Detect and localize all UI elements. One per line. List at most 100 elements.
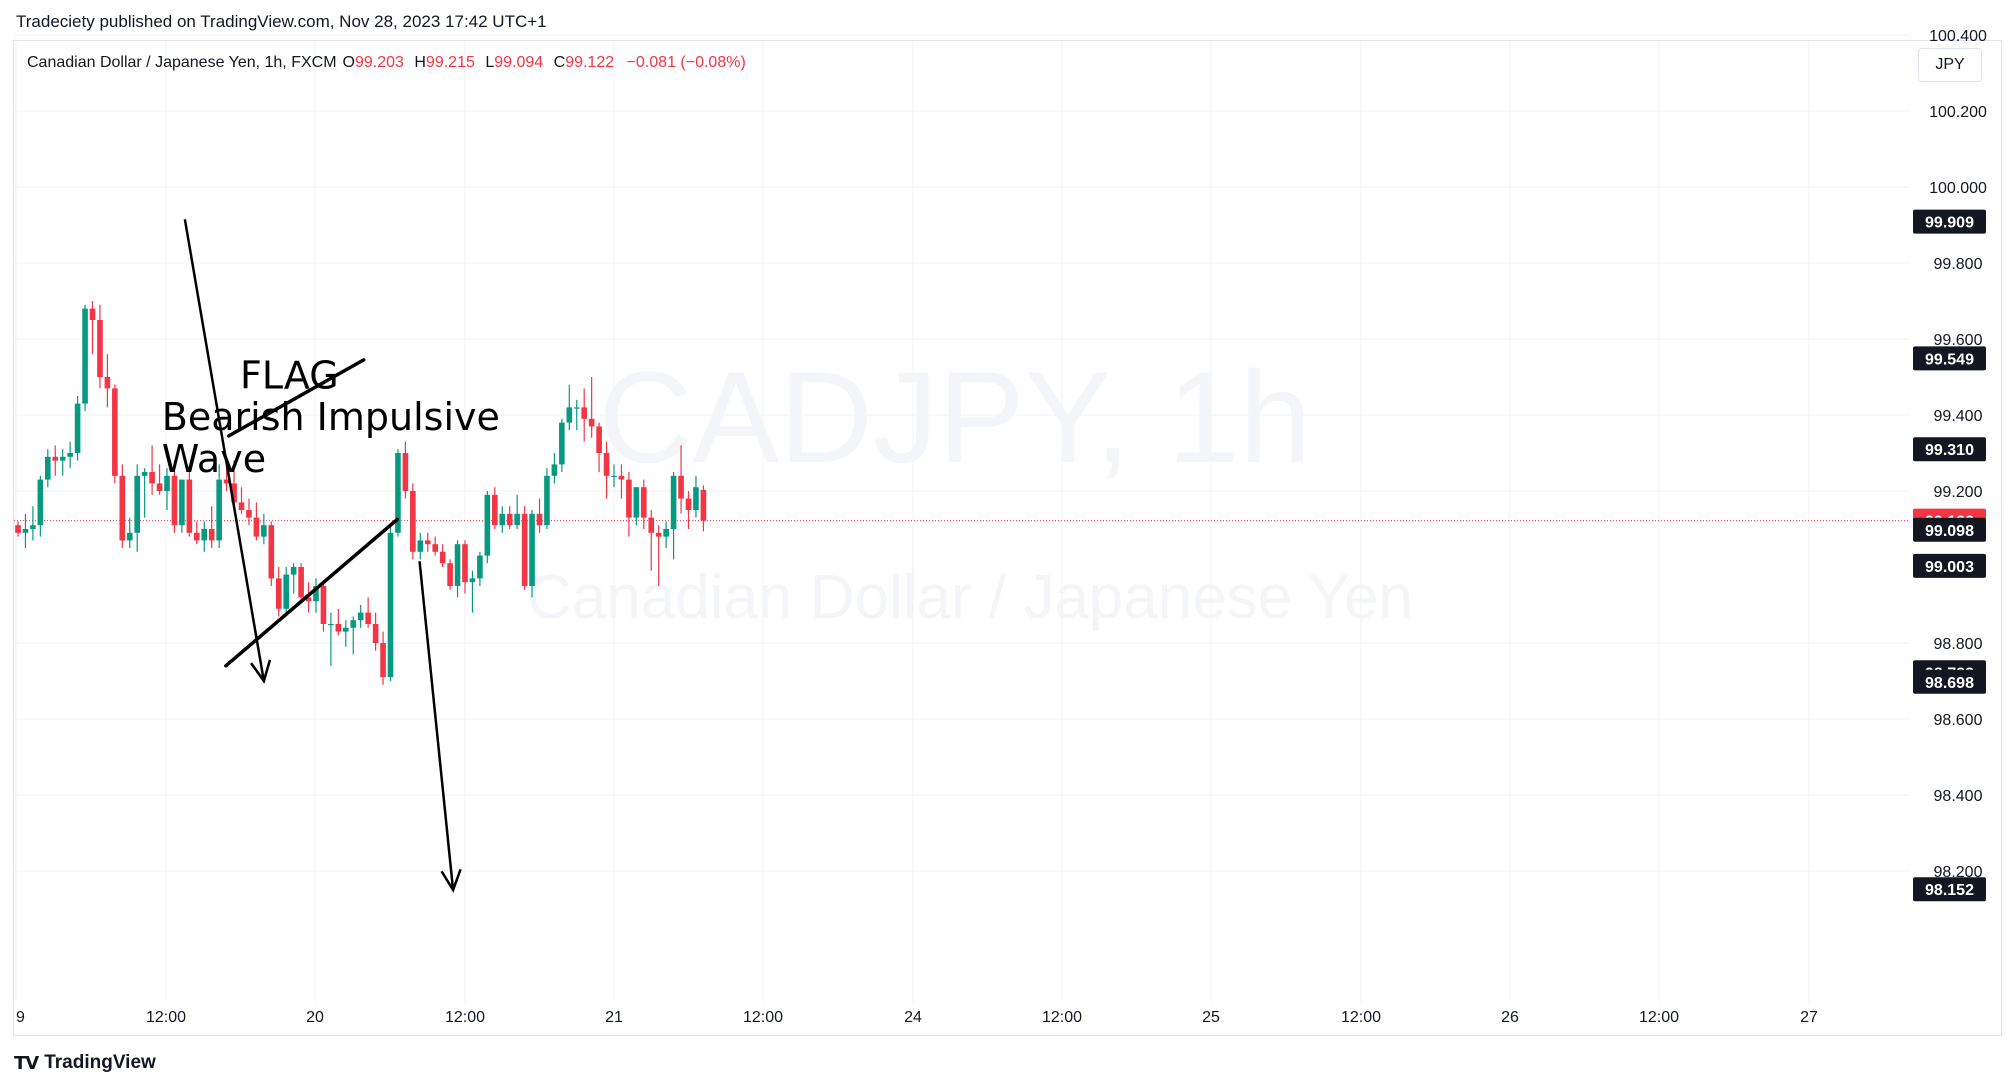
candle [693, 475, 699, 518]
candle-body [536, 513, 543, 526]
y-tick-label: 99.800 [1934, 256, 1983, 273]
symbol-legend: Canadian Dollar / Japanese Yen, 1h, FXCM… [27, 54, 746, 72]
arrow-head [440, 868, 462, 893]
candle-body [603, 453, 610, 476]
price-label[interactable]: 98.698 [1913, 669, 1986, 694]
price-label-text: 99.549 [1925, 351, 1974, 368]
price-label[interactable]: 99.003 [1913, 553, 1986, 578]
currency-button[interactable]: JPY [1918, 48, 1982, 82]
candle [454, 540, 461, 598]
candle-body [335, 624, 342, 632]
chart-frame[interactable] [13, 40, 2002, 1036]
candle [544, 468, 550, 529]
y-tick-label: 99.400 [1934, 408, 1983, 425]
candle [52, 445, 59, 476]
candle [559, 418, 565, 472]
candle [350, 616, 357, 655]
candle [462, 540, 468, 594]
candle [201, 521, 208, 552]
candle-body [514, 513, 520, 526]
candle [22, 513, 29, 548]
candle [74, 396, 81, 461]
price-label[interactable]: 99.098 [1913, 517, 1986, 542]
candle-body [134, 475, 140, 533]
price-axis[interactable]: 100.400 100.200 100.000 99.800 99.600 99.400 9… [1913, 28, 1987, 902]
candle-body [439, 551, 446, 564]
annotation-text[interactable]: Bearish Impulsive [162, 395, 500, 439]
candle [15, 521, 21, 537]
candle-body [320, 586, 327, 624]
tradingview-footer[interactable]: TV TradingView [14, 1052, 156, 1074]
candle-body [290, 567, 297, 575]
candle-body [559, 422, 565, 465]
candle-body [611, 475, 617, 477]
candle [424, 532, 431, 552]
candle-body [186, 479, 193, 533]
candle-body [432, 544, 438, 552]
candle-body [112, 388, 118, 476]
candle-body [529, 513, 535, 586]
candle [246, 498, 252, 526]
candle-body [97, 320, 103, 377]
candle [313, 578, 319, 613]
legend-low-label: L [485, 54, 495, 71]
candle [59, 449, 66, 476]
candle-body [663, 529, 669, 537]
candle-body [67, 453, 73, 457]
price-label[interactable]: 99.549 [1913, 346, 1986, 371]
candle [208, 506, 215, 548]
candle [216, 464, 222, 548]
candle-body [685, 498, 692, 510]
y-tick-label: 98.800 [1934, 636, 1983, 653]
candle [283, 567, 289, 617]
candle-body [551, 464, 558, 476]
legend-close-value: 99.122 [565, 54, 615, 71]
y-tick-label: 100.000 [1929, 180, 1987, 197]
candle-body [275, 578, 282, 609]
tradingview-logo-icon: TV [14, 1052, 39, 1074]
candle-body [387, 532, 394, 678]
candle-body [544, 475, 550, 526]
candle-body [395, 453, 401, 533]
candle-body [22, 529, 29, 533]
price-label[interactable]: 99.310 [1913, 437, 1986, 462]
x-tick-label: 12:00 [743, 1009, 783, 1026]
y-tick-label: 99.200 [1934, 484, 1983, 501]
price-label[interactable]: 99.909 [1913, 209, 1986, 234]
candle-body [37, 479, 44, 526]
candle-body [648, 517, 655, 533]
time-axis[interactable]: 9 12:00 20 12:00 21 12:00 24 12:00 25 12:00 26 12:0… [16, 1009, 1818, 1026]
arrow-drawing[interactable] [418, 561, 462, 893]
trend-line-flag-lower[interactable] [224, 517, 399, 668]
candle-body [179, 479, 185, 526]
candle [119, 464, 126, 548]
candle-body [469, 578, 476, 583]
candle-body [477, 555, 483, 579]
trend-line-flag-upper[interactable] [227, 358, 366, 438]
drawings [183, 219, 462, 893]
candle [506, 506, 513, 529]
annotation-text[interactable]: FLAG [240, 353, 339, 397]
candle-body [410, 491, 416, 552]
candle-body [261, 525, 267, 537]
arrow-drawing[interactable] [183, 219, 272, 684]
price-label[interactable]: 98.152 [1913, 877, 1986, 902]
candle [112, 384, 118, 484]
candle-body [424, 540, 431, 545]
candle [238, 487, 245, 514]
candle [365, 597, 371, 628]
annotation-text[interactable]: Wave [162, 437, 266, 481]
candle [275, 567, 282, 617]
candle-body [45, 456, 51, 480]
candle [328, 612, 334, 666]
candle-body [253, 517, 260, 537]
candle-body [283, 574, 289, 609]
candle [186, 472, 193, 537]
candle [551, 453, 558, 484]
y-tick-label: 98.600 [1934, 712, 1983, 729]
candle-body [328, 624, 334, 626]
candle-body [119, 475, 126, 541]
y-tick-label: 98.400 [1934, 788, 1983, 805]
candle [596, 422, 602, 472]
